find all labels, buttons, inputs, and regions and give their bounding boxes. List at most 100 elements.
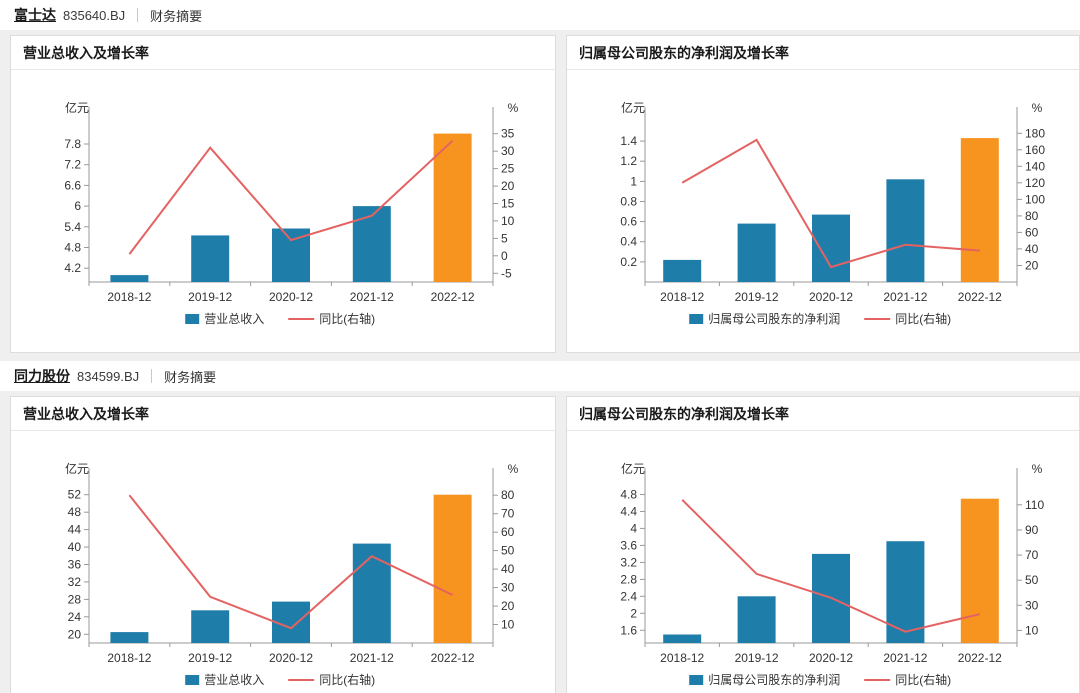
company-name-link[interactable]: 富士达 [14,7,56,23]
revenue-chart-card: 营业总收入及增长率 亿元% 20 24 28 32 36 40 44 48 52 10 20 30 40 5… [10,396,556,693]
right-tick-label: 30 [501,144,515,158]
net-profit-growth-chart: 亿元% 1.6 2 2.4 2.8 3.2 3.6 4 4.4 4.8 10 30 50 70 90 110 2… [567,431,1079,693]
bar-2018-12 [663,634,702,643]
left-tick-label: 6 [74,199,81,213]
category-label: 2021-12 [350,290,394,304]
left-tick-label: 2.4 [620,589,637,603]
left-tick-label: 2 [630,606,637,620]
combo-chart-svg: 亿元 % 0.2 0.4 0.6 0.8 1 1.2 1.4 20 40 60 80 100 120 140 1… [620,100,1045,326]
category-label: 2018-12 [660,290,704,304]
bar-2020-12 [812,214,850,282]
left-tick-label: 3.6 [620,538,637,552]
company-name-link[interactable]: 同力股份 [14,368,70,384]
chart-cards-row: 营业总收入及增长率 亿元% 20 24 28 32 36 40 44 48 52 10 20 30 40 5… [10,396,1080,693]
right-tick-label: 35 [501,127,515,141]
right-tick-label: 180 [1025,126,1045,140]
left-axis-unit: 亿元 [65,100,89,115]
category-label: 2021-12 [350,651,394,665]
bar-2021-12 [352,543,391,643]
right-tick-label: 80 [501,488,515,502]
right-tick-label: 60 [501,525,515,539]
left-tick-label: 1.4 [620,134,637,148]
left-tick-label: 3.2 [620,555,637,569]
bar-2021-12 [352,206,391,282]
category-label: 2022-12 [431,290,475,304]
category-label: 2018-12 [660,651,704,665]
legend-line-label: 同比(右轴) [319,672,375,687]
net-profit-chart-card: 归属母公司股东的净利润及增长率 亿元% 1.6 2 2.4 2.8 3.2 3.6 4 4.4 4… [566,396,1080,693]
left-tick-label: 24 [68,610,82,624]
left-tick-label: 4.4 [620,505,637,519]
left-tick-label: 44 [68,523,82,537]
left-tick-label: 7.2 [64,158,81,172]
tab-financial-summary[interactable]: 财务摘要 [164,369,217,385]
combo-chart-svg: 亿元 % 20 24 28 32 36 40 44 48 52 10 20 30 40 50 60 70 80 201… [65,461,519,687]
right-tick-label: 60 [1025,225,1039,239]
right-tick-label: 0 [501,249,508,263]
chart-title: 营业总收入及增长率 [11,36,555,70]
legend-line-label: 同比(右轴) [319,311,375,326]
left-tick-label: 1.2 [620,154,637,168]
right-tick-label: 50 [501,544,515,558]
right-tick-label: 50 [1025,573,1039,587]
legend-bar-label: 归属母公司股东的净利润 [708,672,840,687]
company-section-tongli: 同力股份 834599.BJ 财务摘要 营业总收入及增长率 亿元% 20 24 28 3… [0,361,1080,693]
right-tick-label: 20 [501,599,515,613]
bar-2021-12 [886,179,925,282]
left-tick-label: 2.8 [620,572,637,586]
right-tick-label: 20 [501,179,515,193]
chart-title: 归属母公司股东的净利润及增长率 [567,397,1079,431]
category-label: 2020-12 [809,290,853,304]
category-label: 2018-12 [107,651,151,665]
category-label: 2022-12 [431,651,475,665]
bar-2020-12 [272,228,310,282]
bar-2019-12 [191,235,230,282]
legend-bar-swatch [185,675,200,685]
left-tick-label: 28 [68,592,82,606]
bar-2022-12 [433,133,472,282]
right-tick-label: 110 [1025,498,1044,512]
right-tick-label: 30 [1025,598,1039,612]
net-profit-growth-chart: 亿元% 0.2 0.4 0.6 0.8 1 1.2 1.4 20 40 60 80 100 120 140 1… [567,70,1079,352]
right-tick-label: 40 [501,562,515,576]
category-label: 2020-12 [809,651,853,665]
category-label: 2021-12 [883,290,927,304]
left-axis-unit: 亿元 [621,100,645,115]
left-tick-label: 32 [68,575,82,589]
left-tick-label: 6.6 [64,178,81,192]
bar-2019-12 [737,223,776,282]
right-tick-label: 20 [1025,259,1039,273]
left-tick-label: 52 [68,488,82,502]
chart-title: 归属母公司股东的净利润及增长率 [567,36,1079,70]
right-axis-unit: % [1032,462,1043,476]
right-tick-label: 70 [501,507,515,521]
category-label: 2019-12 [188,290,232,304]
chart-title: 营业总收入及增长率 [11,397,555,431]
legend-bar-swatch [185,314,200,324]
left-tick-label: 1.6 [620,623,637,637]
left-tick-label: 0.6 [620,215,637,229]
combo-chart-svg: 亿元 % 4.2 4.8 5.4 6 6.6 7.2 7.8 -5 0 5 10 15 20 25 30 35 20… [64,100,518,326]
category-label: 2022-12 [958,651,1002,665]
bar-2022-12 [433,494,472,643]
right-tick-label: 160 [1025,143,1045,157]
left-tick-label: 0.4 [620,235,637,249]
left-tick-label: 1 [630,174,637,188]
tab-financial-summary[interactable]: 财务摘要 [150,8,203,24]
combo-chart-svg: 亿元 % 1.6 2 2.4 2.8 3.2 3.6 4 4.4 4.8 10 30 50 70 90 110 2… [620,461,1044,687]
legend-bar-label: 营业总收入 [204,312,264,326]
right-axis-unit: % [508,462,519,476]
bar-2019-12 [191,610,230,643]
right-tick-label: 25 [501,162,515,176]
category-label: 2018-12 [107,290,151,304]
left-tick-label: 4.2 [64,261,81,275]
company-header: 同力股份 834599.BJ 财务摘要 [0,361,1080,391]
left-tick-label: 40 [68,540,82,554]
left-axis-unit: 亿元 [621,461,645,476]
legend-bar-label: 营业总收入 [204,673,264,687]
left-tick-label: 4 [630,521,637,535]
right-tick-label: 100 [1025,192,1045,206]
left-tick-label: 5.4 [64,220,81,234]
legend-bar-label: 归属母公司股东的净利润 [708,311,840,326]
